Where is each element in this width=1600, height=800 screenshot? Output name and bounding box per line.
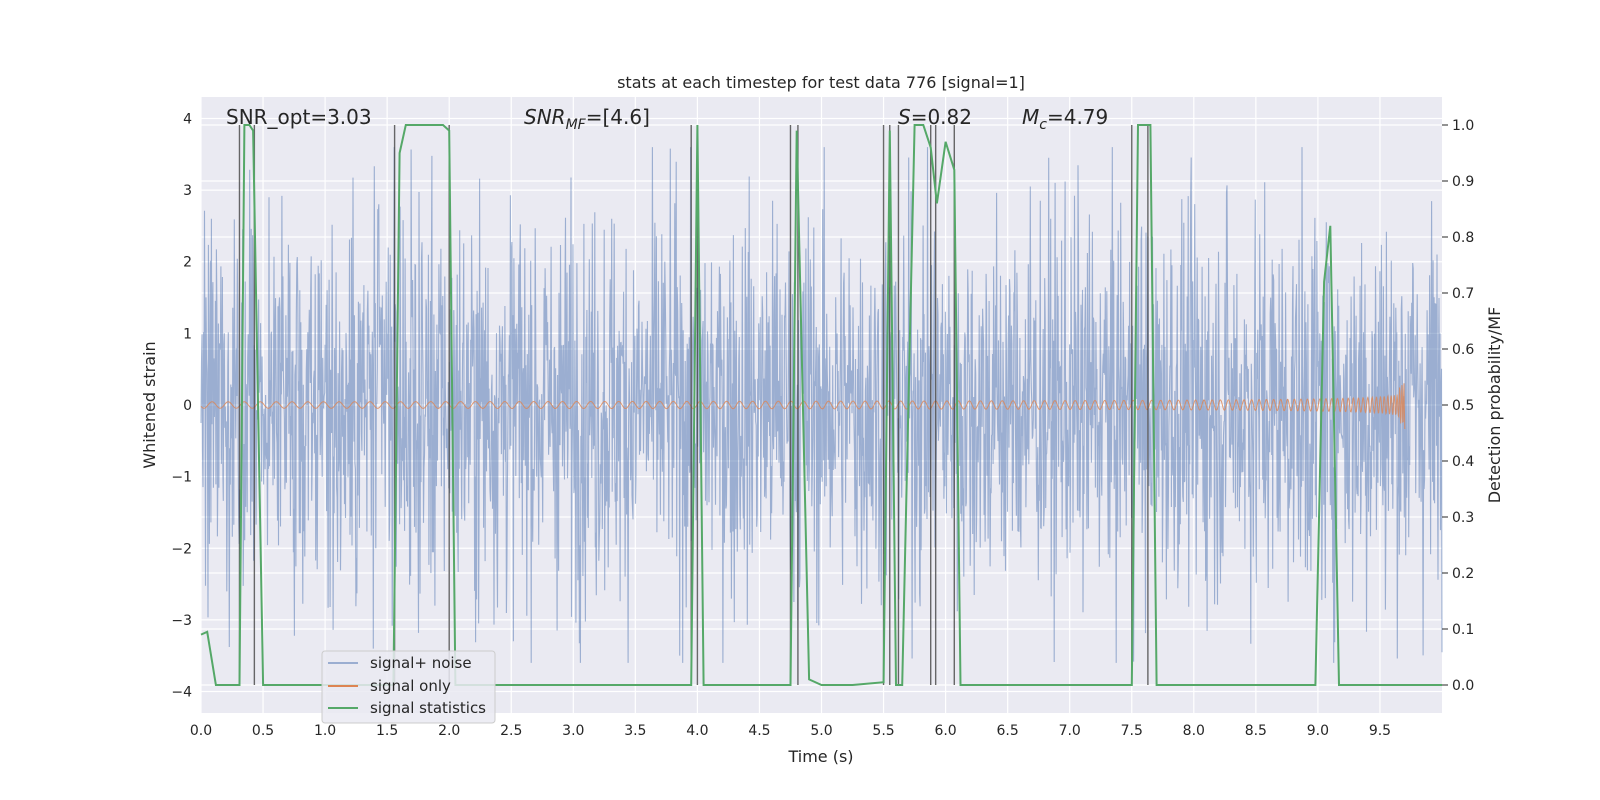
- annotation-snr-mf-value: =[4.6]: [586, 105, 650, 129]
- x-tick-label: 0.0: [190, 723, 212, 739]
- y-tick-label-left: 3: [183, 183, 192, 199]
- annotation-snr-mf: SNRMF=[4.6]: [524, 105, 650, 133]
- annotation-s: S=0.82: [898, 105, 972, 129]
- annotation-snr-mf-sub: MF: [566, 117, 587, 133]
- y-tick-label-left: 1: [183, 326, 192, 342]
- y-tick-label-right: 0.4: [1452, 454, 1474, 470]
- legend: signal+ noise signal only signal statist…: [321, 650, 496, 724]
- x-tick-label: 6.0: [934, 723, 956, 739]
- x-tick-label: 3.5: [624, 723, 646, 739]
- annotation-s-main: S: [898, 105, 911, 129]
- annotation-snr-opt: SNR_opt=3.03: [226, 105, 372, 129]
- y-tick-label-right: 0.3: [1452, 510, 1474, 526]
- legend-box: [321, 650, 496, 724]
- y-tick-label-right: 0.7: [1452, 286, 1474, 302]
- y-tick-label-right: 0.5: [1452, 398, 1474, 414]
- y-tick-label-right: 0.8: [1452, 230, 1474, 246]
- y-tick-label-left: −1: [171, 470, 192, 486]
- x-tick-label: 4.0: [686, 723, 708, 739]
- y-tick-label-left: −4: [171, 685, 192, 701]
- y-tick-label-right: 1.0: [1452, 118, 1474, 134]
- y-tick-label-left: −2: [171, 541, 192, 557]
- annotation-mc-sub: c: [1039, 117, 1047, 133]
- x-tick-label: 1.0: [314, 723, 336, 739]
- x-tick-label: 8.0: [1183, 723, 1205, 739]
- y-tick-label-right: 0.2: [1452, 566, 1474, 582]
- x-tick-label: 9.0: [1307, 723, 1329, 739]
- y-tick-label-left: 0: [183, 398, 192, 414]
- x-tick-label: 4.5: [748, 723, 770, 739]
- x-tick-label: 1.5: [376, 723, 398, 739]
- series-signal-statistics: [200, 124, 1442, 686]
- x-tick-label: 5.0: [810, 723, 832, 739]
- tick-labels: 0.0 0.5 1.0 1.5 2.0 2.5 3.0 3.5 4.0 4.5 5.0 5.5 6.0 6…: [171, 111, 1474, 739]
- y-tick-label-left: 4: [183, 111, 192, 127]
- x-tick-label: 6.5: [997, 723, 1019, 739]
- x-tick-label: 7.0: [1059, 723, 1081, 739]
- y-tick-label-right: 0.6: [1452, 342, 1474, 358]
- y-tick-label-left: 2: [183, 255, 192, 271]
- signal-statistics-line: [200, 124, 1442, 686]
- x-tick-label: 3.0: [562, 723, 584, 739]
- y-tick-label-right: 0.0: [1452, 678, 1474, 694]
- annotation-mc-main: M: [1022, 105, 1039, 129]
- annotation-s-value: =0.82: [911, 105, 972, 129]
- chart-title: stats at each timestep for test data 776…: [617, 73, 1025, 92]
- x-axis-label: Time (s): [787, 747, 853, 766]
- annotation-mc-value: =4.79: [1047, 105, 1108, 129]
- x-tick-label: 7.5: [1121, 723, 1143, 739]
- x-tick-label: 5.5: [872, 723, 894, 739]
- y-tick-label-left: −3: [171, 613, 192, 629]
- annotation-snr-mf-main: SNR: [524, 105, 566, 129]
- y-axis-label-right: Detection probability/MF: [1485, 307, 1504, 504]
- legend-label-signal-statistics: signal statistics: [370, 699, 486, 717]
- annotation-mc: Mc=4.79: [1022, 105, 1108, 133]
- x-tick-label: 2.5: [500, 723, 522, 739]
- x-tick-label: 2.0: [438, 723, 460, 739]
- signal-noise-trace: [200, 147, 1443, 663]
- x-tick-label: 9.5: [1369, 723, 1391, 739]
- y-tick-label-right: 0.9: [1452, 174, 1474, 190]
- x-tick-label: 0.5: [252, 723, 274, 739]
- y-axis-label-left: Whitened strain: [140, 341, 159, 468]
- legend-label-signal-only: signal only: [370, 677, 451, 695]
- series-signal-noise: [200, 147, 1443, 663]
- legend-label-signal-noise: signal+ noise: [370, 654, 472, 672]
- y-tick-label-right: 0.1: [1452, 622, 1474, 638]
- x-tick-label: 8.5: [1245, 723, 1267, 739]
